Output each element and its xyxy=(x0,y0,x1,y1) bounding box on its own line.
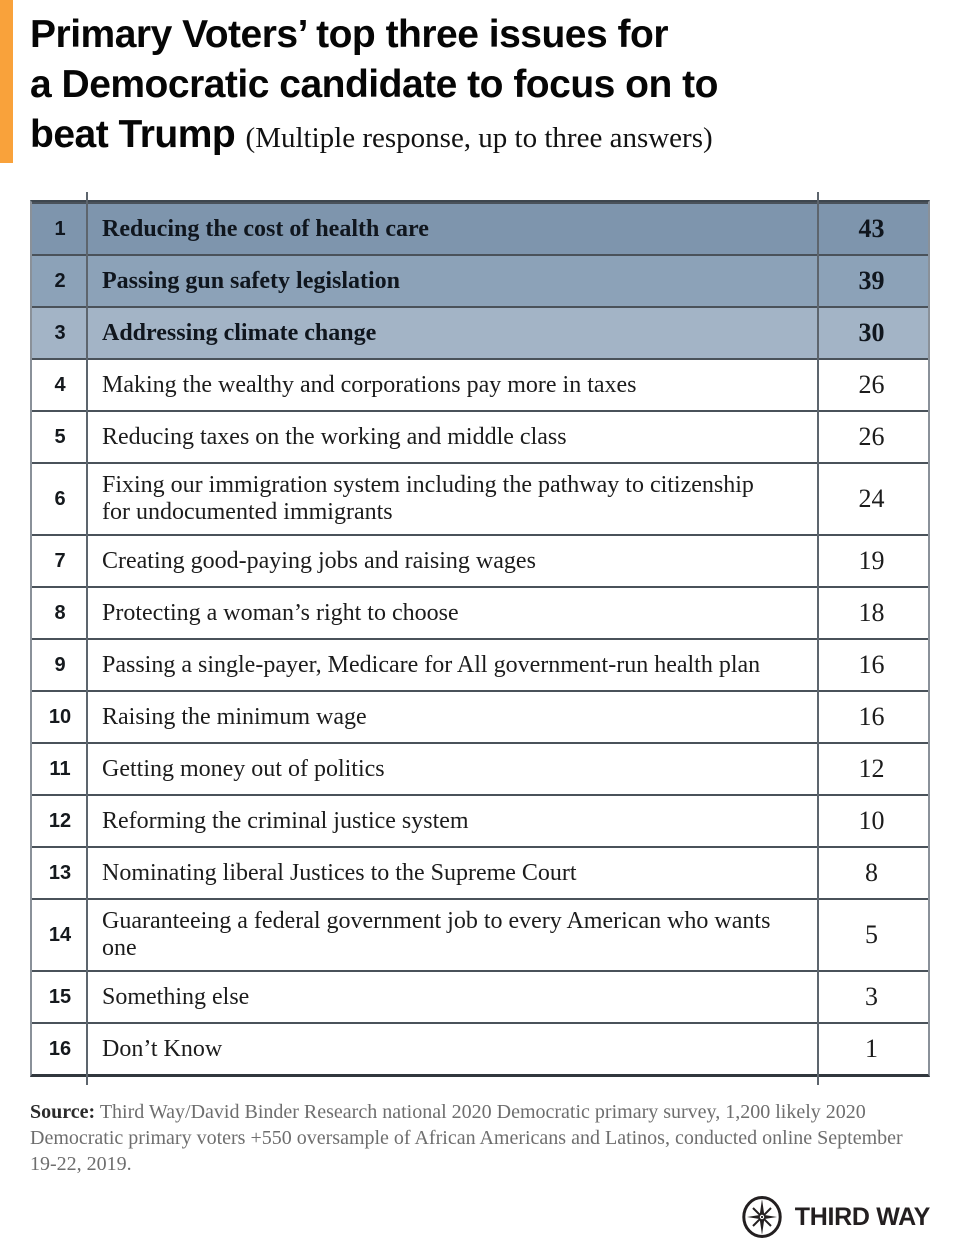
rank-cell: 3 xyxy=(54,321,66,344)
issue-cell: Fixing our immigration system including … xyxy=(102,472,754,525)
footer: THIRD WAY xyxy=(30,1195,930,1239)
issue-cell: Protecting a woman’s right to choose xyxy=(102,599,459,626)
table-row: 15 Something else 3 xyxy=(32,970,928,1022)
value-cell: 16 xyxy=(858,650,885,679)
rank-cell: 10 xyxy=(48,705,72,728)
table-row: 9 Passing a single-payer, Medicare for A… xyxy=(32,638,928,690)
page-title-line2: a Democratic candidate to focus on to xyxy=(30,63,718,106)
rank-cell: 7 xyxy=(54,549,66,572)
page-title: Primary Voters’ top three issues for a D… xyxy=(30,10,930,163)
value-cell: 24 xyxy=(858,484,885,513)
value-cell: 43 xyxy=(858,214,885,243)
page-title-line1: Primary Voters’ top three issues for xyxy=(30,13,669,56)
table-row: 2 Passing gun safety legislation 39 xyxy=(32,254,928,306)
value-cell: 1 xyxy=(865,1034,878,1063)
page-title-line3-bold: beat Trump xyxy=(30,113,236,156)
value-cell: 26 xyxy=(858,370,885,399)
compass-star-icon xyxy=(742,1196,782,1238)
table-row: 8 Protecting a woman’s right to choose 1… xyxy=(32,586,928,638)
issue-cell: Guaranteeing a federal government job to… xyxy=(102,908,771,961)
issue-cell: Making the wealthy and corporations pay … xyxy=(102,371,637,398)
issue-cell: Reducing taxes on the working and middle… xyxy=(102,423,567,450)
rank-cell: 13 xyxy=(48,861,72,884)
rank-cell: 12 xyxy=(48,809,72,832)
page-title-note: (Multiple response, up to three answers) xyxy=(245,122,713,154)
rank-cell: 8 xyxy=(54,601,66,624)
rank-cell: 2 xyxy=(54,269,66,292)
issue-cell: Reforming the criminal justice system xyxy=(102,807,469,834)
issue-cell: Something else xyxy=(102,983,250,1010)
rank-cell: 5 xyxy=(54,425,66,448)
value-cell: 10 xyxy=(858,806,885,835)
table-row: 5 Reducing taxes on the working and midd… xyxy=(32,410,928,462)
rank-cell: 15 xyxy=(48,985,72,1008)
issue-cell: Don’t Know xyxy=(102,1035,223,1062)
header: Primary Voters’ top three issues for a D… xyxy=(0,0,960,163)
accent-bar xyxy=(0,0,13,163)
issue-cell: Passing gun safety legislation xyxy=(102,267,401,294)
issue-cell: Raising the minimum wage xyxy=(102,703,367,730)
brand-wordmark: THIRD WAY xyxy=(794,1202,931,1231)
table-row: 1 Reducing the cost of health care 43 xyxy=(32,202,928,254)
value-cell: 39 xyxy=(858,266,885,295)
issue-cell: Creating good-paying jobs and raising wa… xyxy=(102,547,536,574)
page-title-line3: beat Trump (Multiple response, up to thr… xyxy=(30,110,930,163)
issue-cell: Passing a single-payer, Medicare for All… xyxy=(102,651,761,678)
rank-cell: 6 xyxy=(54,487,66,510)
source-note: Source: Third Way/David Binder Research … xyxy=(30,1099,910,1177)
table-row: 10 Raising the minimum wage 16 xyxy=(32,690,928,742)
rank-cell: 16 xyxy=(48,1037,72,1060)
issue-cell: Addressing climate change xyxy=(102,319,377,346)
issues-table: 1 Reducing the cost of health care 43 2 … xyxy=(30,192,930,1085)
value-cell: 19 xyxy=(858,546,885,575)
table-row: 7 Creating good-paying jobs and raising … xyxy=(32,534,928,586)
table-row: 14 Guaranteeing a federal government job… xyxy=(32,898,928,970)
rank-cell: 14 xyxy=(48,923,72,946)
issue-cell: Reducing the cost of health care xyxy=(102,215,429,242)
rank-column-divider xyxy=(86,192,88,1085)
value-cell: 26 xyxy=(858,422,885,451)
rank-cell: 1 xyxy=(54,217,66,240)
table-row: 13 Nominating liberal Justices to the Su… xyxy=(32,846,928,898)
value-cell: 8 xyxy=(865,858,878,887)
value-cell: 3 xyxy=(865,982,878,1011)
table-row: 16 Don’t Know 1 xyxy=(32,1022,928,1074)
rank-cell: 11 xyxy=(49,757,71,780)
value-cell: 18 xyxy=(858,598,885,627)
table-row: 6 Fixing our immigration system includin… xyxy=(32,462,928,534)
table-row: 11 Getting money out of politics 12 xyxy=(32,742,928,794)
source-label: Source: xyxy=(30,1101,96,1123)
value-cell: 12 xyxy=(858,754,885,783)
rank-cell: 9 xyxy=(54,653,66,676)
value-cell: 30 xyxy=(858,318,885,347)
table-row: 12 Reforming the criminal justice system… xyxy=(32,794,928,846)
source-text: Third Way/David Binder Research national… xyxy=(30,1101,903,1175)
rank-cell: 4 xyxy=(54,373,66,396)
issue-cell: Getting money out of politics xyxy=(102,755,385,782)
value-column-divider xyxy=(817,192,819,1085)
value-cell: 16 xyxy=(858,702,885,731)
table-row: 3 Addressing climate change 30 xyxy=(32,306,928,358)
issue-cell: Nominating liberal Justices to the Supre… xyxy=(102,859,577,886)
table-row: 4 Making the wealthy and corporations pa… xyxy=(32,358,928,410)
value-cell: 5 xyxy=(865,920,878,949)
